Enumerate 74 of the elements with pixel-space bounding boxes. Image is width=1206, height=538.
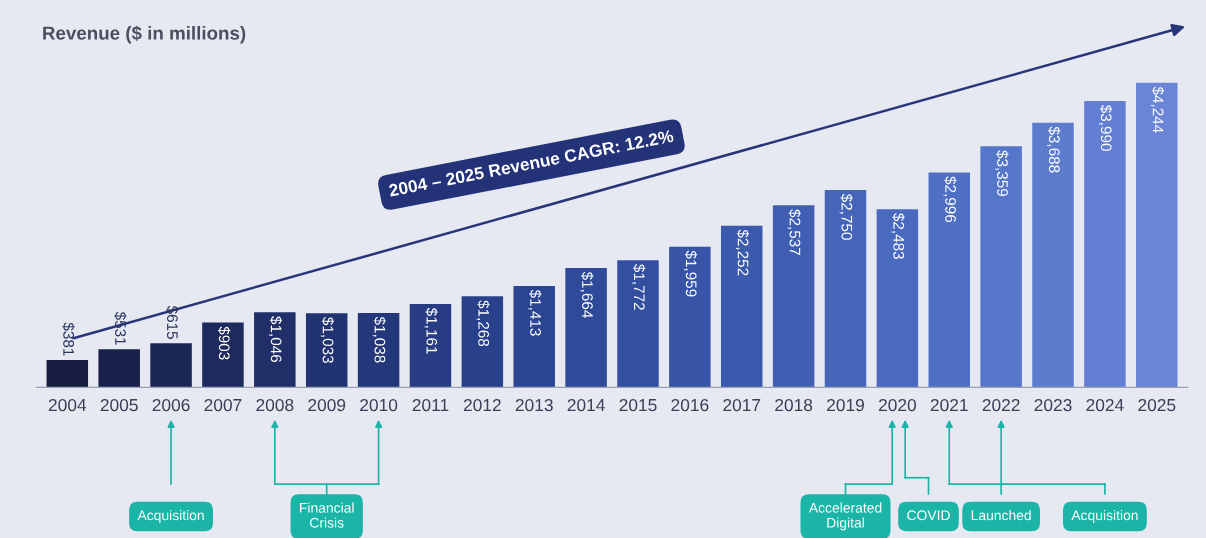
data-label: $1,772 [632,264,646,310]
bar [617,260,659,388]
bar [409,304,452,388]
x-tick-label: 2025 [1138,398,1176,412]
x-tick-label: 2016 [671,398,709,412]
bar [1032,122,1074,388]
data-label: $1,046 [268,316,283,363]
annotation: 2004 – 2025 Revenue CAGR: 12.2% [388,129,674,197]
data-label: $1,664 [580,271,594,318]
bar [150,343,192,388]
text: Accelerated Digital [808,502,882,531]
data-label: $531 [114,311,127,345]
x-tick-label: 2023 [1034,398,1072,412]
text: Financial Crisis [300,502,354,528]
data-label: $3,688 [1047,126,1061,173]
x-tick-label: 2011 [412,398,449,412]
bar [824,190,867,388]
bar [1136,82,1178,388]
x-tick-label: 2005 [100,398,138,412]
data-label: $381 [62,322,75,356]
x-tick-label: 2004 [48,398,87,412]
text: Acquisition [137,510,204,523]
x-tick-label: 2006 [152,398,190,412]
x-tick-label: 2024 [1086,398,1124,412]
x-tick-label: 2022 [982,398,1020,412]
data-label: $2,252 [735,229,750,276]
bar [720,225,763,388]
data-label: $3,990 [1099,104,1113,151]
x-tick-label: 2020 [878,398,917,412]
bar [357,312,400,388]
x-tick-label: 2015 [619,398,657,412]
data-label: $1,413 [528,289,542,336]
data-label: $2,750 [839,193,853,240]
x-tick-label: 2009 [308,398,346,412]
data-label: $2,537 [787,209,801,255]
x-tick-label: 2019 [827,398,864,412]
data-label: $1,959 [683,250,698,297]
data-label: $903 [217,326,231,360]
bar [202,322,244,388]
bar [669,246,711,388]
bar [46,360,89,388]
bar [98,349,140,388]
text: COVID [907,510,950,521]
x-tick-label: 2013 [515,398,553,412]
data-label: $3,359 [995,150,1009,196]
x-tick-label: 2018 [775,398,813,412]
x-tick-label: 2012 [463,398,501,412]
text: Launched [971,510,1031,521]
bar [513,285,555,388]
x-tick-label: 2010 [360,398,398,412]
bar [254,312,296,388]
bar [980,146,1022,388]
bar [876,209,919,388]
data-label: $2,483 [891,213,905,259]
x-tick-label: 2021 [930,398,968,412]
x-tick-label: 2008 [256,398,294,412]
text: Acquisition [1071,510,1138,523]
data-label: $615 [166,305,179,339]
bar [565,267,607,388]
bar [1084,101,1126,388]
x-tick-label: 2007 [204,398,242,412]
data-label: $4,244 [1150,86,1165,133]
bar [772,205,815,388]
data-label: $1,161 [424,307,438,354]
x-tick-label: 2014 [567,398,605,412]
data-label: $1,033 [320,317,335,363]
data-label: $1,268 [476,300,490,347]
bar [928,172,971,388]
chart-title: Revenue ($ in millions) [43,25,246,44]
bar [305,313,348,388]
data-label: $1,038 [372,316,386,363]
bar [461,296,504,388]
x-tick-label: 2017 [723,398,761,412]
data-label: $2,996 [943,176,957,223]
